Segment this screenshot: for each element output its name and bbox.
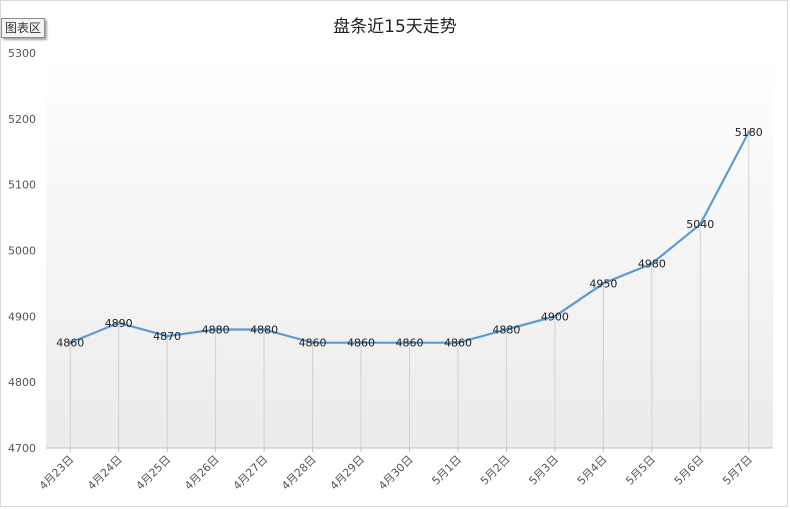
y-tick-label: 5200 bbox=[8, 113, 36, 126]
x-tick-label: 4月26日 bbox=[182, 453, 222, 493]
data-point bbox=[601, 281, 605, 285]
y-tick-label: 5300 bbox=[8, 47, 36, 60]
data-point bbox=[650, 262, 654, 266]
x-tick-label: 5月1日 bbox=[429, 453, 464, 488]
data-point bbox=[117, 321, 121, 325]
data-label: 4860 bbox=[56, 337, 84, 350]
data-point bbox=[504, 328, 508, 331]
data-point bbox=[311, 341, 315, 345]
data-point bbox=[553, 314, 557, 318]
x-tick-label: 4月25日 bbox=[134, 453, 174, 493]
data-label: 4860 bbox=[444, 337, 472, 350]
data-point bbox=[408, 341, 411, 345]
x-tick-label: 4月30日 bbox=[376, 453, 416, 493]
x-tick-label: 4月28日 bbox=[279, 453, 319, 493]
data-label: 5040 bbox=[686, 218, 714, 231]
x-tick-label: 5月5日 bbox=[623, 453, 658, 488]
x-tick-label: 4月29日 bbox=[328, 453, 368, 493]
data-label: 4950 bbox=[589, 277, 617, 290]
x-tick-label: 4月23日 bbox=[37, 453, 77, 493]
y-tick-label: 4700 bbox=[8, 442, 36, 455]
chart-title: 盘条近15天走势 bbox=[333, 17, 457, 37]
data-label: 4860 bbox=[396, 337, 424, 350]
data-point bbox=[165, 334, 169, 338]
x-tick-label: 4月24日 bbox=[85, 453, 125, 493]
data-point bbox=[214, 328, 218, 331]
x-tick-label: 5月7日 bbox=[720, 453, 755, 488]
x-tick-label: 5月4日 bbox=[575, 453, 610, 488]
data-label: 4880 bbox=[250, 324, 278, 337]
data-point bbox=[747, 130, 751, 134]
data-point bbox=[262, 328, 266, 331]
data-label: 4880 bbox=[492, 324, 520, 337]
data-label: 4860 bbox=[299, 337, 327, 350]
data-point bbox=[456, 341, 460, 345]
y-tick-label: 4800 bbox=[8, 376, 36, 389]
data-label: 4870 bbox=[153, 330, 181, 343]
chart-area-tag: 图表区 bbox=[1, 18, 46, 38]
data-label: 4880 bbox=[202, 324, 230, 337]
data-label: 4900 bbox=[541, 310, 569, 323]
y-tick-label: 5000 bbox=[8, 245, 36, 258]
x-tick-label: 5月3日 bbox=[526, 453, 561, 488]
y-tick-label: 4900 bbox=[8, 310, 36, 323]
x-tick-label: 5月2日 bbox=[478, 453, 513, 488]
data-label: 4980 bbox=[638, 258, 666, 271]
x-tick-label: 4月27日 bbox=[231, 453, 271, 493]
data-point bbox=[698, 222, 702, 226]
x-tick-label: 5月6日 bbox=[672, 453, 707, 488]
data-label: 5180 bbox=[735, 126, 763, 139]
data-label: 4890 bbox=[105, 317, 133, 330]
y-tick-label: 5100 bbox=[8, 179, 36, 192]
data-point bbox=[359, 341, 363, 345]
data-point bbox=[68, 341, 72, 345]
data-label: 4860 bbox=[347, 337, 375, 350]
